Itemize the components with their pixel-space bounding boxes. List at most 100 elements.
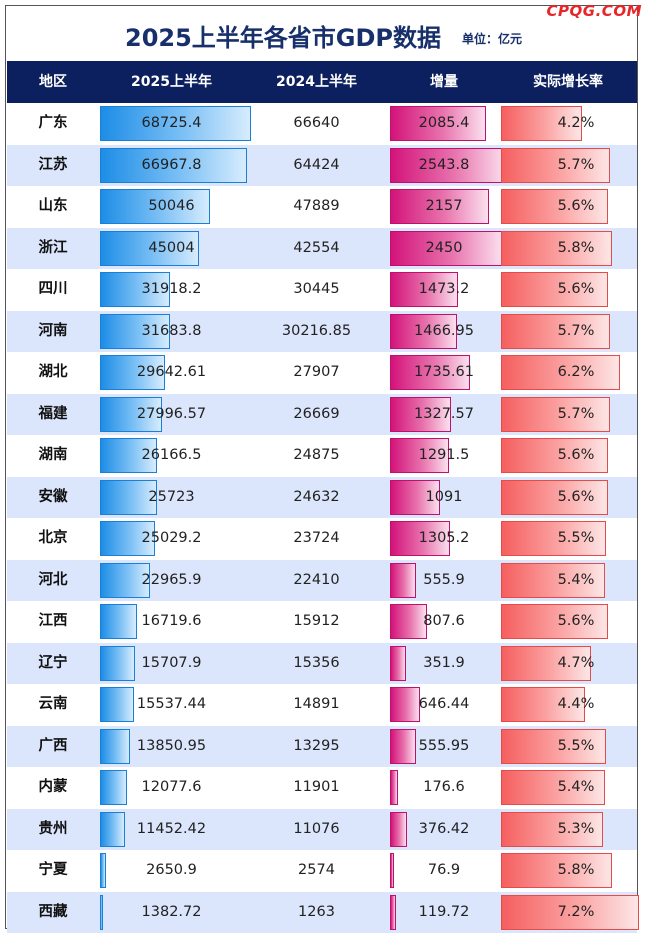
page-title: 2025上半年各省市GDP数据	[125, 24, 442, 52]
bar-increase	[390, 313, 458, 349]
bar-growth-rate	[501, 396, 611, 432]
cell-gdp-2024: 13295	[293, 737, 340, 754]
cell-region: 山东	[38, 198, 68, 214]
bar-growth-rate	[501, 438, 609, 473]
table-row: 贵州 11452.42 11076 376.42 5.3%	[7, 808, 637, 850]
cell-gdp-2025: 11452.42	[136, 820, 207, 837]
cell-growth-rate: 5.6%	[557, 488, 595, 505]
cell-gdp-2024: 23724	[293, 530, 340, 546]
cell-growth-rate: 5.5%	[557, 530, 595, 546]
cell-region: 广东	[38, 115, 68, 131]
cell-increase: 2157	[425, 198, 463, 214]
cell-gdp-2024: 15356	[293, 654, 340, 671]
cell-increase: 76.9	[427, 862, 461, 878]
bar-increase	[390, 894, 396, 930]
cell-increase: 376.42	[418, 820, 470, 837]
table-row: 河南 31683.8 30216.85 1466.95 5.7%	[7, 310, 637, 352]
cell-gdp-2025: 29642.61	[136, 364, 207, 380]
cell-gdp-2025: 66967.8	[141, 156, 202, 173]
cell-growth-rate: 5.6%	[557, 281, 595, 297]
bar-increase	[390, 106, 486, 141]
bar-gdp-2025	[100, 687, 135, 722]
cell-growth-rate: 5.6%	[557, 198, 595, 214]
bar-gdp-2025	[100, 853, 106, 888]
cell-gdp-2025: 31918.2	[141, 281, 202, 297]
cell-growth-rate: 5.8%	[557, 239, 595, 256]
cell-growth-rate: 4.4%	[557, 696, 595, 712]
table-row: 江西 16719.6 15912 807.6 5.6%	[7, 601, 637, 643]
cell-growth-rate: 4.7%	[557, 654, 595, 671]
header-gdp-2024: 2024上半年	[276, 74, 357, 90]
cell-increase: 2543.8	[418, 156, 470, 173]
table-row: 辽宁 15707.9 15356 351.9 4.7%	[7, 642, 637, 684]
cell-growth-rate: 5.3%	[557, 820, 595, 837]
bar-increase	[390, 853, 394, 888]
bar-increase	[390, 562, 416, 598]
bar-gdp-2025	[100, 396, 162, 432]
bar-gdp-2025	[100, 894, 104, 930]
cell-region: 河北	[38, 571, 68, 588]
cell-gdp-2024: 11076	[293, 820, 340, 837]
cell-region: 河南	[38, 322, 68, 339]
cell-increase: 119.72	[418, 903, 470, 920]
cell-region: 贵州	[38, 820, 68, 837]
table-row: 山东 50046 47889 2157 5.6%	[7, 186, 637, 228]
cell-growth-rate: 5.7%	[557, 156, 595, 173]
bar-gdp-2025	[100, 479, 157, 515]
bar-gdp-2025	[100, 604, 137, 639]
cell-increase: 1473.2	[418, 281, 470, 297]
cell-gdp-2024: 24875	[293, 447, 340, 463]
bar-growth-rate	[501, 355, 620, 390]
table-row: 湖北 29642.61 27907 1735.61 6.2%	[7, 352, 637, 394]
cell-gdp-2024: 47889	[293, 198, 340, 214]
cell-growth-rate: 5.7%	[557, 322, 595, 339]
table-row: 云南 15537.44 14891 646.44 4.4%	[7, 684, 637, 726]
cell-region: 广西	[38, 737, 68, 754]
bar-growth-rate	[501, 147, 611, 183]
cell-region: 江西	[38, 613, 68, 629]
table-row: 福建 27996.57 26669 1327.57 5.7%	[7, 393, 637, 435]
bar-growth-rate	[501, 853, 613, 888]
cell-increase: 807.6	[423, 613, 465, 629]
cell-gdp-2025: 22965.9	[141, 571, 202, 588]
cell-gdp-2024: 24632	[293, 488, 340, 505]
header-region: 地区	[39, 74, 67, 90]
bar-growth-rate	[501, 230, 613, 266]
bar-growth-rate	[501, 811, 603, 847]
cell-gdp-2025: 25029.2	[141, 530, 202, 546]
cell-growth-rate: 6.2%	[557, 364, 595, 380]
watermark-logo: CPQG.COM	[546, 2, 642, 20]
bar-gdp-2025	[100, 811, 126, 847]
bar-growth-rate	[501, 770, 605, 805]
cell-growth-rate: 5.8%	[557, 862, 595, 878]
bar-growth-rate	[501, 894, 639, 930]
cell-growth-rate: 5.7%	[557, 405, 595, 422]
bar-increase	[390, 355, 470, 390]
bar-increase	[390, 604, 428, 639]
cell-region: 四川	[38, 281, 68, 297]
cell-gdp-2024: 30445	[293, 281, 340, 297]
table-row: 广东 68725.4 66640 2085.4 4.2%	[7, 103, 637, 145]
cell-gdp-2025: 16719.6	[141, 613, 202, 629]
bar-increase	[390, 521, 451, 556]
cell-region: 福建	[38, 405, 68, 422]
bar-gdp-2025	[100, 770, 127, 805]
cell-growth-rate: 5.6%	[557, 613, 595, 629]
cell-gdp-2024: 1263	[298, 903, 335, 920]
unit-label: 单位：亿元	[462, 32, 523, 46]
cell-increase: 555.9	[423, 571, 465, 588]
cell-gdp-2024: 42554	[293, 239, 340, 256]
bar-increase	[390, 396, 452, 432]
cell-growth-rate: 5.5%	[557, 737, 595, 754]
cell-gdp-2024: 30216.85	[281, 322, 352, 339]
bar-growth-rate	[501, 728, 607, 764]
table-header: 地区 2025上半年 2024上半年 增量 实际增长率	[7, 61, 637, 103]
bar-increase	[390, 811, 408, 847]
bar-gdp-2025	[100, 521, 155, 556]
cell-region: 北京	[38, 530, 68, 546]
cell-increase: 1466.95	[414, 322, 474, 339]
cell-gdp-2024: 26669	[293, 405, 340, 422]
cell-gdp-2025: 25723	[148, 488, 195, 505]
cell-gdp-2024: 11901	[293, 779, 340, 795]
cell-gdp-2024: 66640	[293, 115, 340, 131]
